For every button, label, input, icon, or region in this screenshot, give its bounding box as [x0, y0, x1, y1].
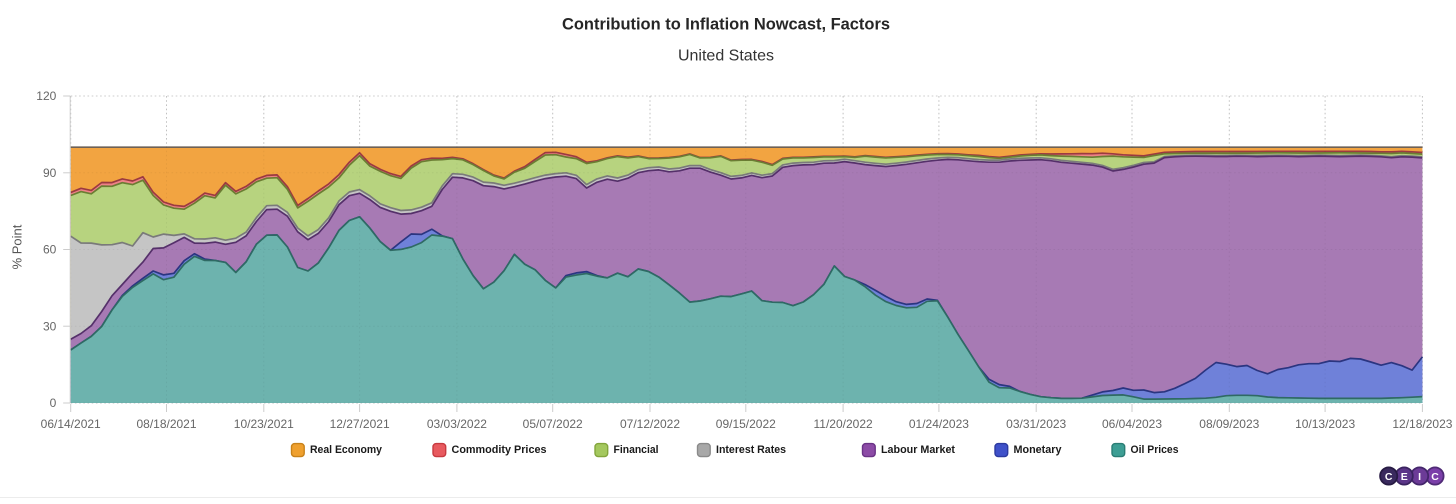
svg-text:11/20/2022: 11/20/2022	[814, 417, 873, 431]
svg-text:08/18/2021: 08/18/2021	[136, 417, 196, 431]
svg-text:I: I	[1418, 471, 1421, 483]
svg-text:90: 90	[43, 166, 57, 180]
svg-text:Financial: Financial	[614, 444, 659, 456]
svg-text:Oil Prices: Oil Prices	[1131, 444, 1179, 456]
svg-text:12/18/2023: 12/18/2023	[1392, 417, 1452, 431]
svg-text:03/03/2022: 03/03/2022	[427, 417, 487, 431]
svg-text:Contribution to Inflation Nowc: Contribution to Inflation Nowcast, Facto…	[562, 15, 890, 34]
svg-text:120: 120	[36, 89, 56, 103]
svg-text:60: 60	[43, 243, 57, 257]
svg-text:Monetary: Monetary	[1014, 444, 1063, 456]
svg-text:United States: United States	[678, 48, 774, 65]
svg-text:Labour Market: Labour Market	[881, 444, 955, 456]
svg-text:10/13/2023: 10/13/2023	[1295, 417, 1355, 431]
svg-text:03/31/2023: 03/31/2023	[1006, 417, 1066, 431]
svg-text:C: C	[1431, 471, 1439, 483]
svg-text:C: C	[1385, 471, 1393, 483]
svg-text:12/27/2021: 12/27/2021	[330, 417, 390, 431]
svg-text:Commodity Prices: Commodity Prices	[452, 444, 547, 456]
svg-text:06/14/2021: 06/14/2021	[41, 417, 101, 431]
svg-text:01/24/2023: 01/24/2023	[909, 417, 969, 431]
svg-text:Real Economy: Real Economy	[310, 444, 383, 456]
svg-text:09/15/2022: 09/15/2022	[716, 417, 776, 431]
svg-text:0: 0	[50, 396, 57, 410]
svg-text:Interest Rates: Interest Rates	[716, 444, 786, 456]
svg-text:08/09/2023: 08/09/2023	[1199, 417, 1259, 431]
svg-text:E: E	[1401, 471, 1408, 483]
svg-text:05/07/2022: 05/07/2022	[523, 417, 583, 431]
svg-text:07/12/2022: 07/12/2022	[620, 417, 680, 431]
svg-text:06/04/2023: 06/04/2023	[1102, 417, 1162, 431]
svg-text:% Point: % Point	[10, 224, 25, 269]
svg-text:30: 30	[43, 319, 57, 333]
svg-text:10/23/2021: 10/23/2021	[234, 417, 294, 431]
